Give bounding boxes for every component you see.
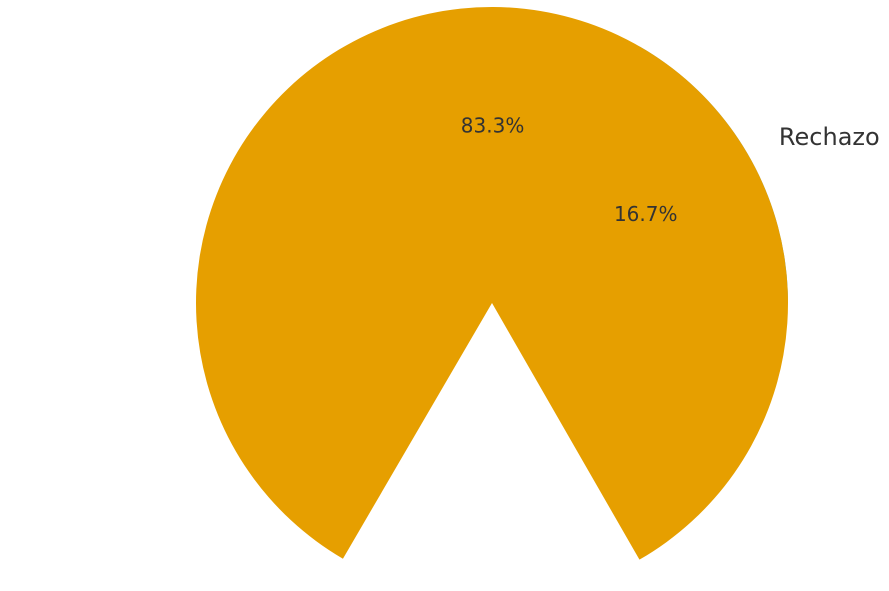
pie-slice-apoyo-recibido [196,6,789,560]
slice-label: Rechazo [779,123,880,151]
pct-label: 83.3% [461,113,525,137]
pct-label: 16.7% [614,202,678,226]
pie-slices [196,6,789,560]
